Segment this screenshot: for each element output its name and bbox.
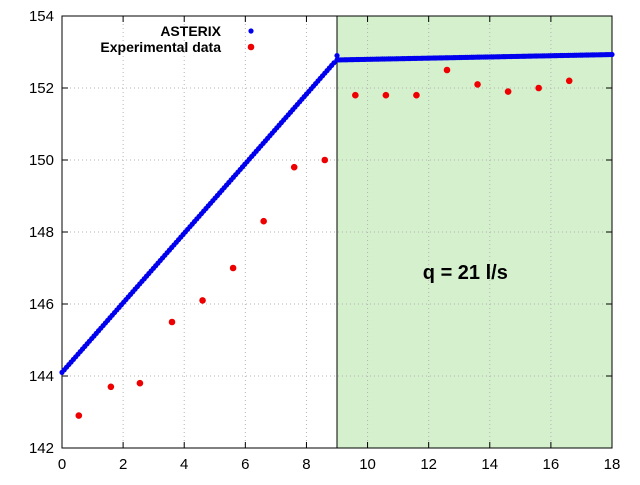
- experimental-point: [443, 66, 451, 74]
- experimental-point: [75, 412, 83, 419]
- legend-label-experimental: Experimental data: [100, 39, 221, 55]
- experimental-point: [168, 318, 176, 326]
- x-tick-label: 10: [359, 456, 376, 473]
- y-tick-label: 144: [29, 368, 54, 385]
- x-tick-label: 8: [302, 456, 310, 473]
- y-tick-label: 152: [29, 80, 54, 97]
- experimental-point: [260, 217, 267, 225]
- y-tick-label: 154: [29, 8, 54, 25]
- experimental-point: [290, 163, 298, 171]
- x-tick-label: 16: [543, 456, 560, 473]
- experimental-point: [474, 81, 481, 88]
- x-tick-label: 0: [58, 456, 66, 473]
- y-tick-label: 148: [29, 224, 54, 241]
- y-tick-label: 142: [29, 440, 54, 457]
- experimental-point: [352, 91, 359, 99]
- legend-marker-experimental: [247, 43, 255, 51]
- legend-label-asterix: ASTERIX: [160, 23, 221, 39]
- x-tick-label: 18: [604, 456, 621, 473]
- experimental-point: [382, 91, 390, 99]
- experimental-point: [107, 383, 115, 391]
- experimental-point: [136, 379, 144, 387]
- experimental-point: [199, 297, 206, 304]
- asterix-point: [609, 51, 615, 58]
- x-tick-label: 14: [481, 456, 498, 473]
- x-tick-label: 4: [180, 456, 188, 473]
- y-tick-label: 150: [29, 152, 54, 169]
- x-tick-label: 6: [241, 456, 249, 473]
- experimental-point: [535, 84, 542, 92]
- experimental-point: [565, 77, 573, 85]
- experimental-point: [504, 88, 512, 95]
- experimental-point: [321, 156, 329, 164]
- x-tick-label: 12: [420, 456, 437, 473]
- legend-marker-asterix: [248, 28, 254, 34]
- experimental-point: [229, 264, 237, 272]
- asterix-point: [334, 53, 340, 59]
- x-tick-label: 2: [119, 456, 127, 473]
- experimental-point: [413, 91, 420, 99]
- y-tick-label: 146: [29, 296, 54, 313]
- annotation-flow-rate: q = 21 l/s: [423, 262, 508, 284]
